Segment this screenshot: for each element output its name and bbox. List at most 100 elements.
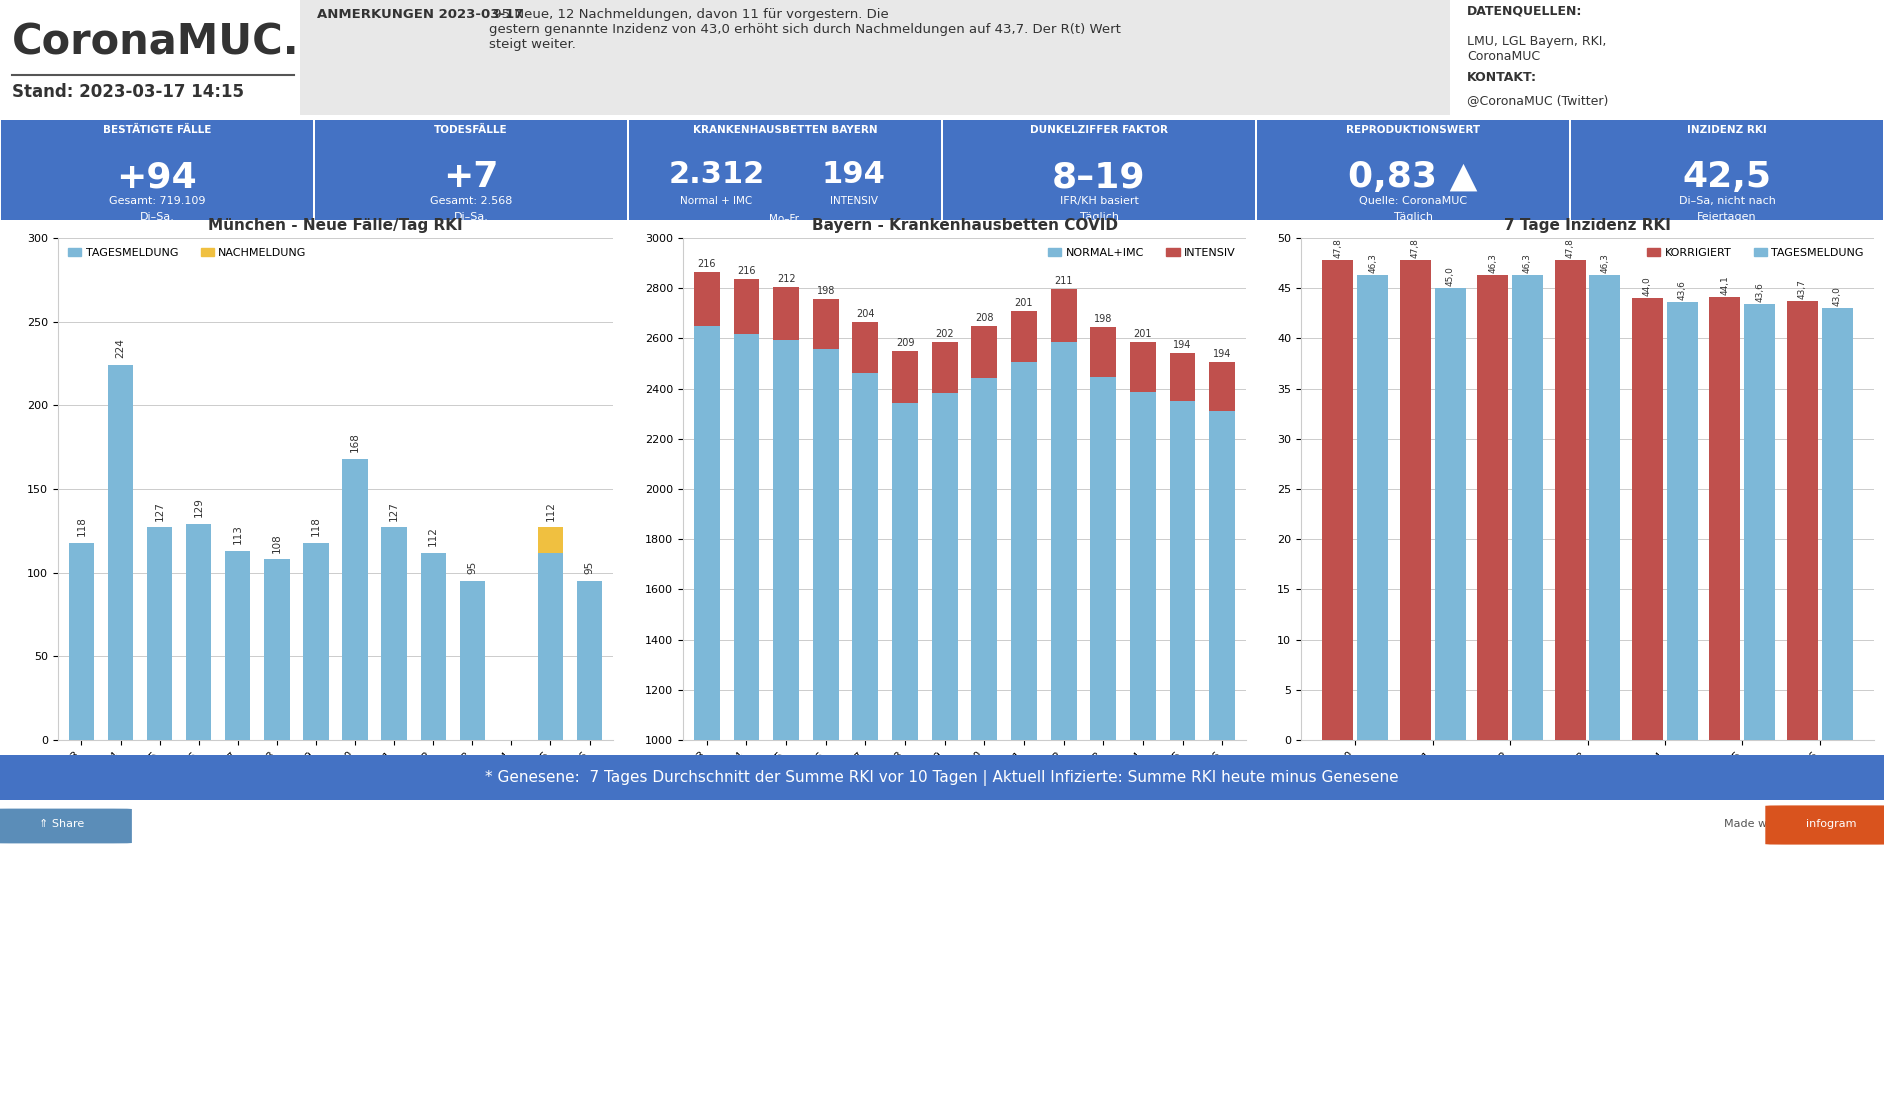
Text: 224: 224 (115, 339, 126, 359)
Bar (303, 543, 328, 740)
Bar (1051, 289, 1076, 342)
Bar (972, 379, 997, 991)
Text: Quelle: CoronaMUC: Quelle: CoronaMUC (1358, 196, 1468, 206)
Bar (852, 373, 878, 991)
Text: 211: 211 (1055, 276, 1072, 286)
Text: 216: 216 (697, 259, 716, 269)
Text: Täglich: Täglich (1080, 212, 1119, 222)
Text: Di–Sa.: Di–Sa. (454, 212, 488, 222)
Text: 108: 108 (271, 533, 283, 553)
Bar (224, 551, 251, 740)
Bar (381, 527, 407, 740)
Text: 168: 168 (350, 432, 360, 452)
Bar (1091, 376, 1115, 991)
Bar (1170, 402, 1196, 991)
Text: 47,8: 47,8 (1334, 239, 1341, 259)
Bar (693, 272, 720, 326)
Text: 47,8: 47,8 (1566, 239, 1575, 259)
Bar (1822, 313, 1852, 740)
Text: 43,6: 43,6 (1756, 282, 1763, 302)
FancyBboxPatch shape (1765, 806, 1884, 845)
Text: 112: 112 (428, 526, 439, 546)
Bar (1091, 326, 1115, 376)
Bar (420, 553, 447, 740)
Bar (972, 326, 997, 379)
Legend: TAGESMELDUNG, NACHMELDUNG: TAGESMELDUNG, NACHMELDUNG (64, 243, 311, 262)
Text: infogram: infogram (1807, 819, 1856, 829)
Text: Di–Sa.: Di–Sa. (139, 212, 175, 222)
Text: 44,1: 44,1 (1720, 275, 1730, 295)
Text: 45,0: 45,0 (1445, 266, 1454, 286)
Bar (1477, 275, 1507, 740)
Text: +94: +94 (117, 160, 198, 194)
Text: REPRODUKTIONSWERT: REPRODUKTIONSWERT (1345, 125, 1481, 135)
Text: 112: 112 (546, 501, 556, 521)
Bar (343, 458, 367, 740)
Text: DUNKELZIFFER FAKTOR: DUNKELZIFFER FAKTOR (1031, 125, 1168, 135)
Text: 2.312: 2.312 (669, 160, 765, 189)
Bar (1400, 260, 1430, 740)
Text: BESTÄTIGTE FÄLLE: BESTÄTIGTE FÄLLE (104, 125, 211, 135)
Bar (1513, 275, 1543, 740)
Text: CoronaMUC.de: CoronaMUC.de (11, 21, 358, 62)
Text: Stand: 2023-03-17 14:15: Stand: 2023-03-17 14:15 (11, 83, 245, 101)
Text: 198: 198 (816, 286, 835, 296)
Text: 46,3: 46,3 (1368, 253, 1377, 273)
Bar (264, 559, 290, 740)
Text: 194: 194 (1174, 340, 1193, 350)
Text: 46,3: 46,3 (1522, 253, 1532, 273)
Text: ANMERKUNGEN 2023-03-17: ANMERKUNGEN 2023-03-17 (317, 8, 524, 21)
Text: TODESFÄLLE: TODESFÄLLE (433, 125, 509, 135)
Bar (693, 326, 720, 991)
Text: 127: 127 (154, 501, 164, 521)
Text: +7: +7 (443, 160, 499, 194)
Bar (68, 543, 94, 740)
Title: München - Neue Fälle/Tag RKI: München - Neue Fälle/Tag RKI (209, 218, 463, 233)
Bar (893, 351, 918, 403)
Text: 0,83 ▲: 0,83 ▲ (1349, 160, 1477, 194)
Text: 43,6: 43,6 (1679, 281, 1686, 300)
Bar (1012, 362, 1036, 991)
Bar (1210, 411, 1236, 991)
Text: INTENSIV: INTENSIV (829, 196, 878, 206)
Bar (1051, 342, 1076, 991)
Bar (1130, 392, 1155, 991)
Text: 118: 118 (77, 516, 87, 536)
Bar (852, 322, 878, 373)
Bar (1130, 342, 1155, 392)
Text: 208: 208 (976, 313, 993, 323)
Bar (1323, 260, 1353, 740)
Text: KRANKENHAUSBETTEN BAYERN: KRANKENHAUSBETTEN BAYERN (693, 125, 878, 135)
Text: IFR/KH basiert: IFR/KH basiert (1059, 196, 1138, 206)
Text: Mo–Fr.: Mo–Fr. (769, 214, 801, 224)
Text: * Genesene:  7 Tages Durchschnitt der Summe RKI vor 10 Tagen | Aktuell Infiziert: * Genesene: 7 Tages Durchschnitt der Sum… (486, 769, 1398, 786)
Bar (1745, 304, 1775, 740)
Text: 95: 95 (467, 561, 477, 574)
Text: 43,7: 43,7 (1797, 280, 1807, 300)
Bar (733, 280, 759, 334)
Text: 95 Neue, 12 Nachmeldungen, davon 11 für vorgestern. Die
gestern genannte Inziden: 95 Neue, 12 Nachmeldungen, davon 11 für … (490, 8, 1121, 51)
Text: Täglich: Täglich (1394, 212, 1432, 222)
Bar (1356, 275, 1389, 740)
Text: INZIDENZ RKI: INZIDENZ RKI (1688, 125, 1767, 135)
Text: 8–19: 8–19 (1051, 160, 1145, 194)
Text: 113: 113 (234, 524, 243, 544)
Bar (933, 393, 957, 991)
Title: Bayern - Krankenhausbetten COVID: Bayern - Krankenhausbetten COVID (812, 218, 1117, 233)
Text: 194: 194 (1213, 349, 1232, 359)
Bar (537, 553, 563, 740)
Text: 43,0: 43,0 (1833, 286, 1843, 306)
Text: 46,3: 46,3 (1600, 253, 1609, 273)
Text: Gesamt: 2.568: Gesamt: 2.568 (430, 196, 512, 206)
Bar (1170, 353, 1196, 402)
Bar (1554, 260, 1586, 740)
Text: 212: 212 (776, 274, 795, 284)
Bar (1667, 302, 1697, 740)
Bar (537, 527, 563, 553)
Text: 216: 216 (737, 266, 755, 276)
Bar (1434, 289, 1466, 740)
Bar (812, 300, 838, 349)
Bar (1632, 299, 1664, 740)
Bar (1709, 297, 1741, 740)
Title: 7 Tage Inzidenz RKI: 7 Tage Inzidenz RKI (1503, 218, 1671, 233)
